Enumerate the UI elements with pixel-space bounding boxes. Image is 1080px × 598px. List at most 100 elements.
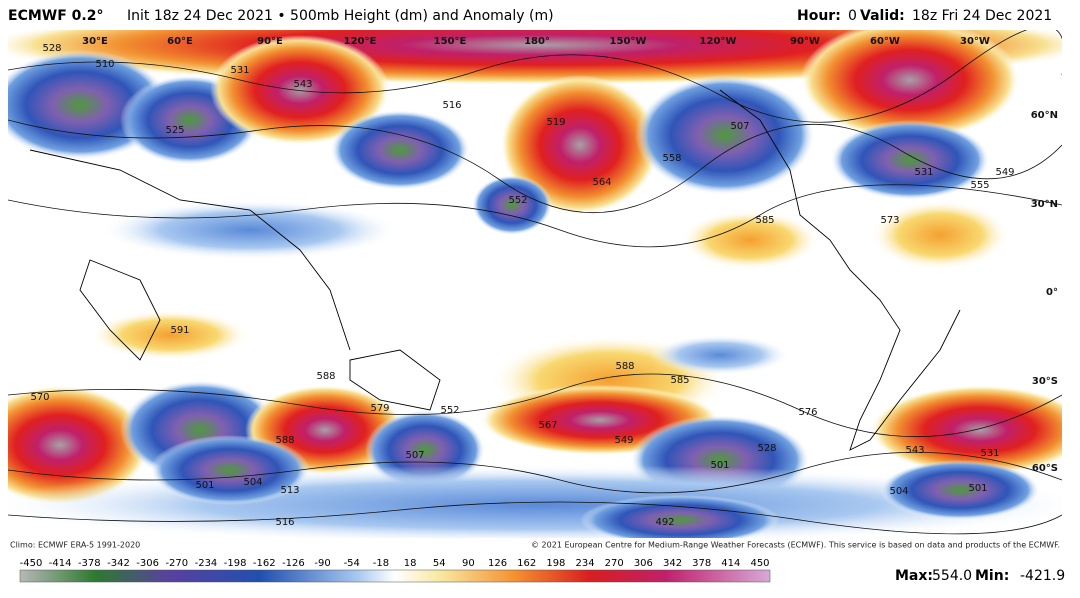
contour-label: 501 [710,460,729,471]
contour-label: 492 [655,517,674,528]
colorbar-tick-label: 90 [462,558,475,569]
min-label: Min: [975,568,1009,584]
colorbar-tick-label: 414 [721,558,740,569]
lon-label: 150°W [610,36,647,47]
contour-label: 585 [755,215,774,226]
footer: Climo: ECMWF ERA-5 1991-2020 © 2021 Euro… [10,541,1065,585]
max: 554.0 [932,568,972,584]
lon-label: 120°W [700,36,737,47]
colorbar-tick-label: -306 [136,558,159,569]
contour-label: 570 [30,392,49,403]
model: ECMWF 0.2° [8,8,103,24]
colorbar-tick-label: -414 [49,558,72,569]
colorbar-tick-label: -18 [373,558,389,569]
contour-label: 531 [230,65,249,76]
contour-label: 552 [440,405,459,416]
colorbar-tick-label: -90 [314,558,330,569]
colorbar-tick-label: 18 [404,558,417,569]
contour-label: 513 [280,485,299,496]
contour-label: 573 [880,215,899,226]
colorbar-tick-label: 270 [605,558,624,569]
colorbar-tick-label: -270 [165,558,188,569]
lon-label: 150°E [434,36,467,47]
colorbar-tick-label: -54 [344,558,360,569]
max-label: Max: [895,568,933,584]
lat-label: 60°S [1032,463,1058,474]
colorbar-tick-label: 54 [433,558,446,569]
map [8,30,1062,538]
contours [8,30,1062,535]
colorbar-tick-label: 234 [575,558,594,569]
valid: 18z Fri 24 Dec 2021 [912,8,1052,24]
lon-label: 60°E [167,36,193,47]
contour-label: 549 [614,435,633,446]
contour-label: 510 [95,59,114,70]
contour-label: 552 [508,195,527,206]
lon-label: 120°E [344,36,377,47]
contour-label: 543 [293,79,312,90]
contour-label: 528 [42,43,61,54]
colorbar-tick-label: -198 [224,558,247,569]
contour-label: 543 [905,445,924,456]
lat-label: 30°S [1032,376,1058,387]
contour-label: 516 [442,100,461,111]
lon-label: 90°E [257,36,283,47]
climo: Climo: ECMWF ERA-5 1991-2020 [10,541,140,550]
colorbar-tick-label: -126 [282,558,305,569]
contour-label: 531 [980,448,999,459]
colorbar-tick-label: -162 [253,558,276,569]
colorbar [19,569,771,583]
colorbar-tick-label: -234 [195,558,218,569]
colorbar-tick-label: -342 [107,558,130,569]
colorbar-tick-label: -450 [20,558,43,569]
anomalies [8,30,1062,538]
contour-label: 516 [275,517,294,528]
contour-label: 507 [730,121,749,132]
colorbar-tick-label: 450 [750,558,769,569]
colorbar-tick-label: 198 [546,558,565,569]
header: ECMWF 0.2° Init 18z 24 Dec 2021 • 500mb … [8,8,1052,24]
lat-label: 60°N [1031,110,1058,121]
contour-label: 504 [243,477,262,488]
valid-label: Valid: [860,8,905,24]
colorbar-tick-label: 378 [692,558,711,569]
contour-label: 591 [170,325,189,336]
lat-label: 30°N [1031,199,1058,210]
contour-label: 579 [370,403,389,414]
credit: © 2021 European Centre for Medium-Range … [531,541,1060,550]
contour-label: 525 [165,125,184,136]
colorbar-tick-label: 162 [517,558,536,569]
min: -421.9 [1020,568,1065,584]
coastlines [29,89,961,451]
contour-label: 558 [662,153,681,164]
contour-label: 588 [275,435,294,446]
contour-label: 504 [889,486,908,497]
lon-label: 90°W [790,36,820,47]
colorbar-tick-label: -378 [78,558,101,569]
lat-label: 0° [1046,287,1058,298]
contour-label: 576 [798,407,817,418]
colorbar-tick-label: 126 [488,558,507,569]
contour-label: 588 [615,361,634,372]
hour: 0 [848,8,857,24]
lon-label: 60°W [870,36,900,47]
colorbar-tick-label: 306 [634,558,653,569]
lon-label: 30°W [960,36,990,47]
lon-label: 30°E [82,36,108,47]
contour-label: 507 [405,450,424,461]
contour-label: 564 [592,177,611,188]
contour-label: 531 [914,167,933,178]
lon-label: 180° [524,36,550,47]
contour-label: 519 [546,117,565,128]
contour-label: 501 [968,483,987,494]
hour-label: Hour: [797,8,841,24]
contour-label: 588 [316,371,335,382]
contour-label: 528 [757,443,776,454]
colorbar-tick-label: 342 [663,558,682,569]
contour-label: 567 [538,420,557,431]
contour-label: 501 [195,480,214,491]
title: Init 18z 24 Dec 2021 • 500mb Height (dm)… [127,8,554,24]
contour-label: 549 [995,167,1014,178]
contour-label: 585 [670,375,689,386]
